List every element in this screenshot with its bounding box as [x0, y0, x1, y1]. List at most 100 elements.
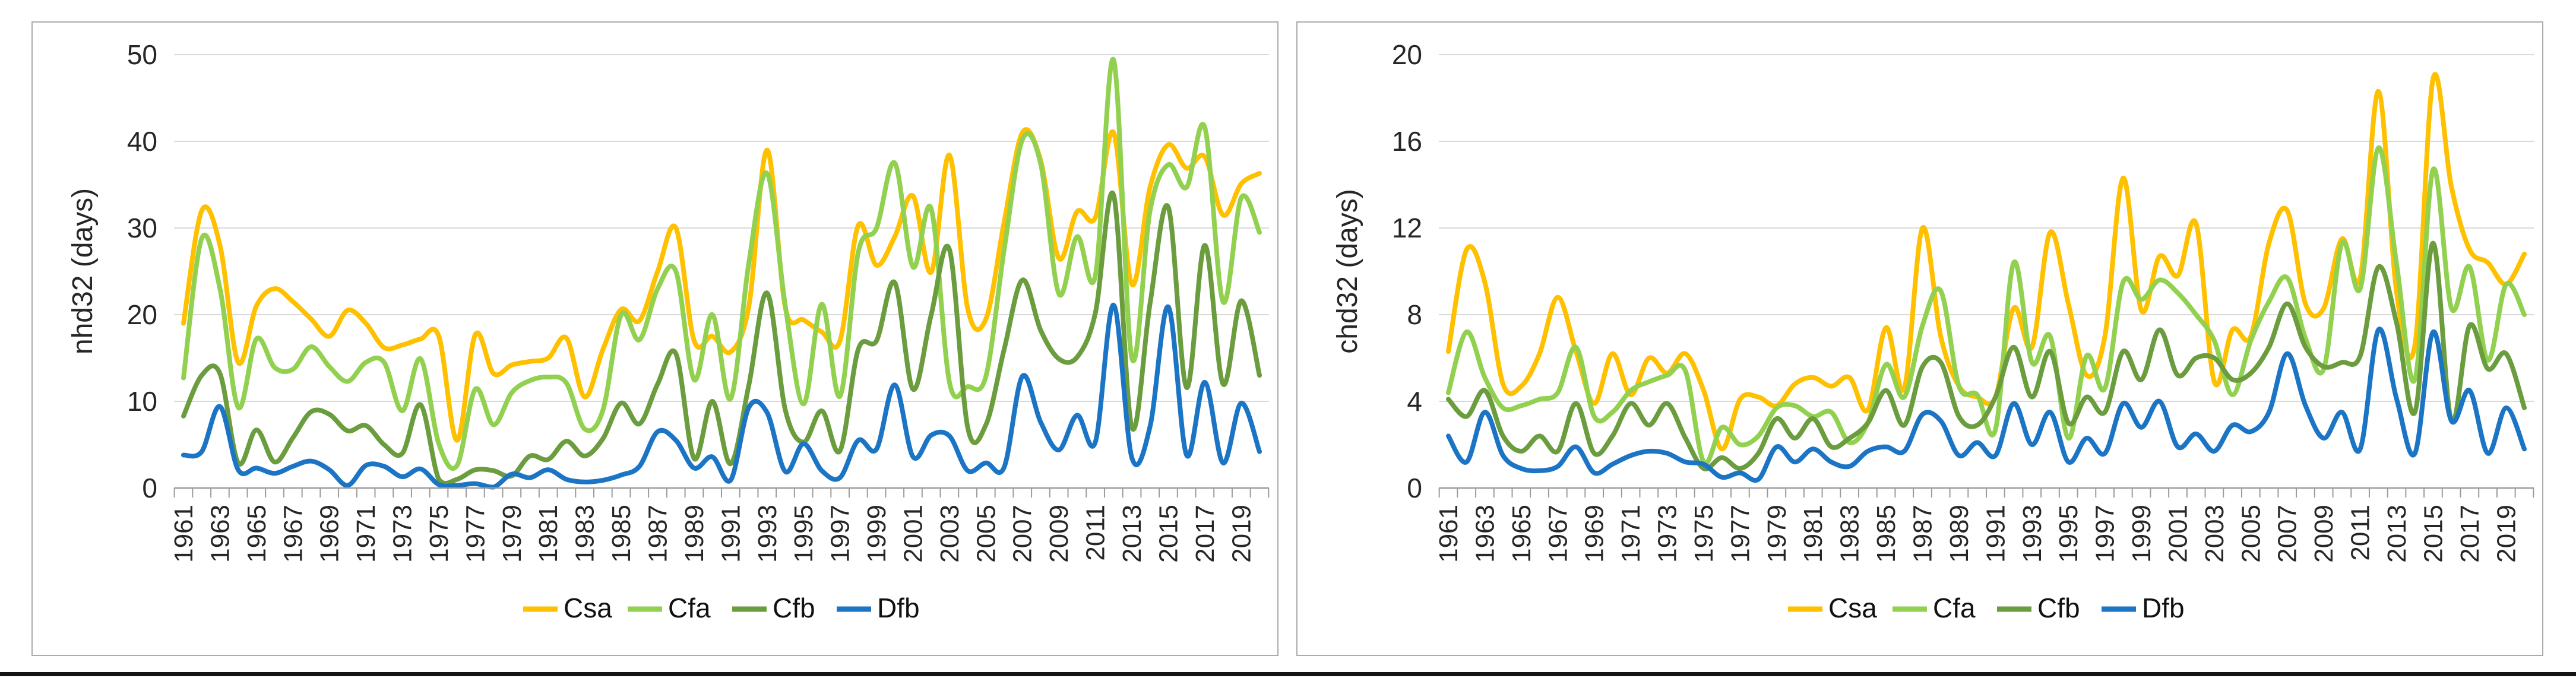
legend: Csa Cfa Cfb Dfb: [523, 593, 920, 623]
x-tick-label: 1985: [607, 505, 636, 563]
x-tick-label: 1961: [169, 505, 198, 563]
x-tick-label: 1977: [1726, 505, 1755, 563]
x-tick-label: 1967: [279, 505, 308, 563]
x-tick-label: 1987: [1909, 505, 1938, 563]
x-tick-label: 2009: [1045, 505, 1074, 563]
x-tick-label: 1981: [534, 505, 563, 563]
y-tick-labels: 0 4 8 12 16 20: [1392, 39, 1422, 503]
x-tick-label: 1963: [1470, 505, 1499, 563]
y-tick-label: 30: [127, 213, 157, 243]
legend-item-Cfb: Cfb: [1997, 593, 2080, 623]
x-tick-label: 1995: [2054, 505, 2083, 563]
x-tick-label: 2019: [1227, 505, 1256, 563]
legend-label-Cfb: Cfb: [773, 593, 815, 623]
x-tick-label: 1983: [1836, 505, 1865, 563]
x-tick-label: 2005: [2236, 505, 2265, 563]
x-tick-label: 1993: [2018, 505, 2047, 563]
x-tick-label: 2013: [2382, 505, 2412, 563]
legend: Csa Cfa Cfb Dfb: [1788, 593, 2185, 623]
x-tick-label: 1967: [1543, 505, 1572, 563]
y-axis-title: chd32 (days): [1332, 189, 1363, 353]
x-tick-label: 1989: [1945, 505, 1974, 563]
x-tick-labels: 1961 1963 1965 1967 1969 1971 1973 1975 1977 1979…: [1434, 505, 2521, 563]
legend-label-Csa: Csa: [564, 593, 612, 623]
series-line-Dfb: [181, 302, 1262, 490]
x-tick-label: 2005: [971, 505, 1001, 563]
legend-item-Dfb: Dfb: [2102, 593, 2185, 623]
x-tick-labels: 1961 1963 1965 1967 1969 1971 1973 1975 1977 1979…: [169, 505, 1256, 563]
x-tick-label: 1969: [315, 505, 344, 563]
x-tick-label: 2015: [2419, 505, 2448, 563]
x-tick-label: 1975: [1689, 505, 1719, 563]
x-tick-label: 1997: [826, 505, 855, 563]
legend-label-Dfb: Dfb: [877, 593, 920, 623]
x-tick-label: 2011: [2346, 505, 2375, 561]
legend-item-Cfa: Cfa: [628, 593, 711, 623]
legend-item-Cfa: Cfa: [1893, 593, 1976, 623]
series-lines: [181, 56, 1262, 490]
chart-panel-nhd32: 1961 1963 1965 1967 1969 1971 1973 1975 1977 1979…: [31, 21, 1278, 656]
x-tick-label: 2015: [1154, 505, 1183, 563]
series-line-Cfb: [181, 191, 1262, 486]
legend-item-Cfb: Cfb: [732, 593, 815, 623]
x-tick-label: 1989: [680, 505, 709, 563]
legend-item-Csa: Csa: [523, 593, 612, 623]
y-tick-label: 0: [142, 473, 157, 503]
x-tick-label: 1971: [352, 505, 381, 563]
legend-label-Cfa: Cfa: [668, 593, 711, 623]
y-tick-label: 8: [1407, 299, 1422, 330]
y-axis-title: nhd32 (days): [67, 188, 99, 354]
x-tick-label: 1999: [2127, 505, 2156, 563]
x-tick-label: 1975: [425, 505, 454, 563]
chd32-chart: 1961 1963 1965 1967 1969 1971 1973 1975 1977 1979…: [1332, 39, 2534, 623]
x-tick-label: 2007: [2273, 505, 2302, 563]
x-tick-label: 1983: [571, 505, 600, 563]
x-tick-label: 1979: [498, 505, 527, 563]
x-tick-label: 2003: [2200, 505, 2229, 563]
x-tick-label: 1963: [205, 505, 235, 563]
series-lines: [1446, 72, 2527, 483]
y-tick-label: 20: [127, 299, 157, 330]
y-tick-label: 12: [1392, 213, 1422, 243]
x-tick-label: 1993: [753, 505, 782, 563]
y-tick-label: 16: [1392, 126, 1422, 157]
legend-label-Dfb: Dfb: [2142, 593, 2185, 623]
x-tick-label: 1973: [1653, 505, 1682, 563]
x-tick-label: 2017: [2455, 505, 2485, 563]
x-tick-label: 2013: [1118, 505, 1147, 563]
x-axis-ticks: [173, 488, 1270, 498]
x-tick-label: 1971: [1616, 505, 1645, 563]
series-line-Cfa: [1446, 145, 2527, 466]
y-tick-labels: 0 10 20 30 40 50: [127, 39, 157, 503]
chart-panel-chd32: 1961 1963 1965 1967 1969 1971 1973 1975 1977 1979…: [1296, 21, 2543, 656]
x-tick-label: 1987: [644, 505, 673, 563]
x-tick-label: 1991: [1981, 505, 2010, 563]
y-tick-label: 10: [127, 386, 157, 417]
series-line-Cfb: [1446, 240, 2527, 471]
x-axis-ticks: [1438, 488, 2534, 498]
y-tick-label: 0: [1407, 473, 1422, 503]
x-tick-label: 1977: [461, 505, 490, 563]
y-tick-label: 40: [127, 126, 157, 157]
x-tick-label: 1965: [1507, 505, 1536, 563]
x-tick-label: 1997: [2091, 505, 2120, 563]
x-tick-label: 1969: [1580, 505, 1609, 563]
nhd32-chart: 1961 1963 1965 1967 1969 1971 1973 1975 1977 1979…: [67, 39, 1270, 623]
series-line-Dfb: [1446, 327, 2527, 483]
x-tick-label: 1979: [1762, 505, 1792, 563]
x-tick-label: 2011: [1081, 505, 1110, 561]
x-tick-label: 2007: [1008, 505, 1037, 563]
x-tick-label: 2017: [1191, 505, 1220, 563]
x-tick-label: 1999: [862, 505, 891, 563]
series-line-Csa: [1446, 72, 2527, 452]
y-tick-label: 50: [127, 39, 157, 70]
x-tick-label: 1995: [789, 505, 818, 563]
x-tick-label: 2001: [898, 505, 928, 563]
x-tick-label: 1985: [1872, 505, 1901, 563]
y-tick-label: 4: [1407, 386, 1422, 417]
legend-item-Dfb: Dfb: [837, 593, 920, 623]
x-tick-label: 1965: [242, 505, 271, 563]
x-tick-label: 1973: [388, 505, 417, 563]
series-line-Cfa: [181, 56, 1262, 471]
legend-label-Csa: Csa: [1828, 593, 1877, 623]
